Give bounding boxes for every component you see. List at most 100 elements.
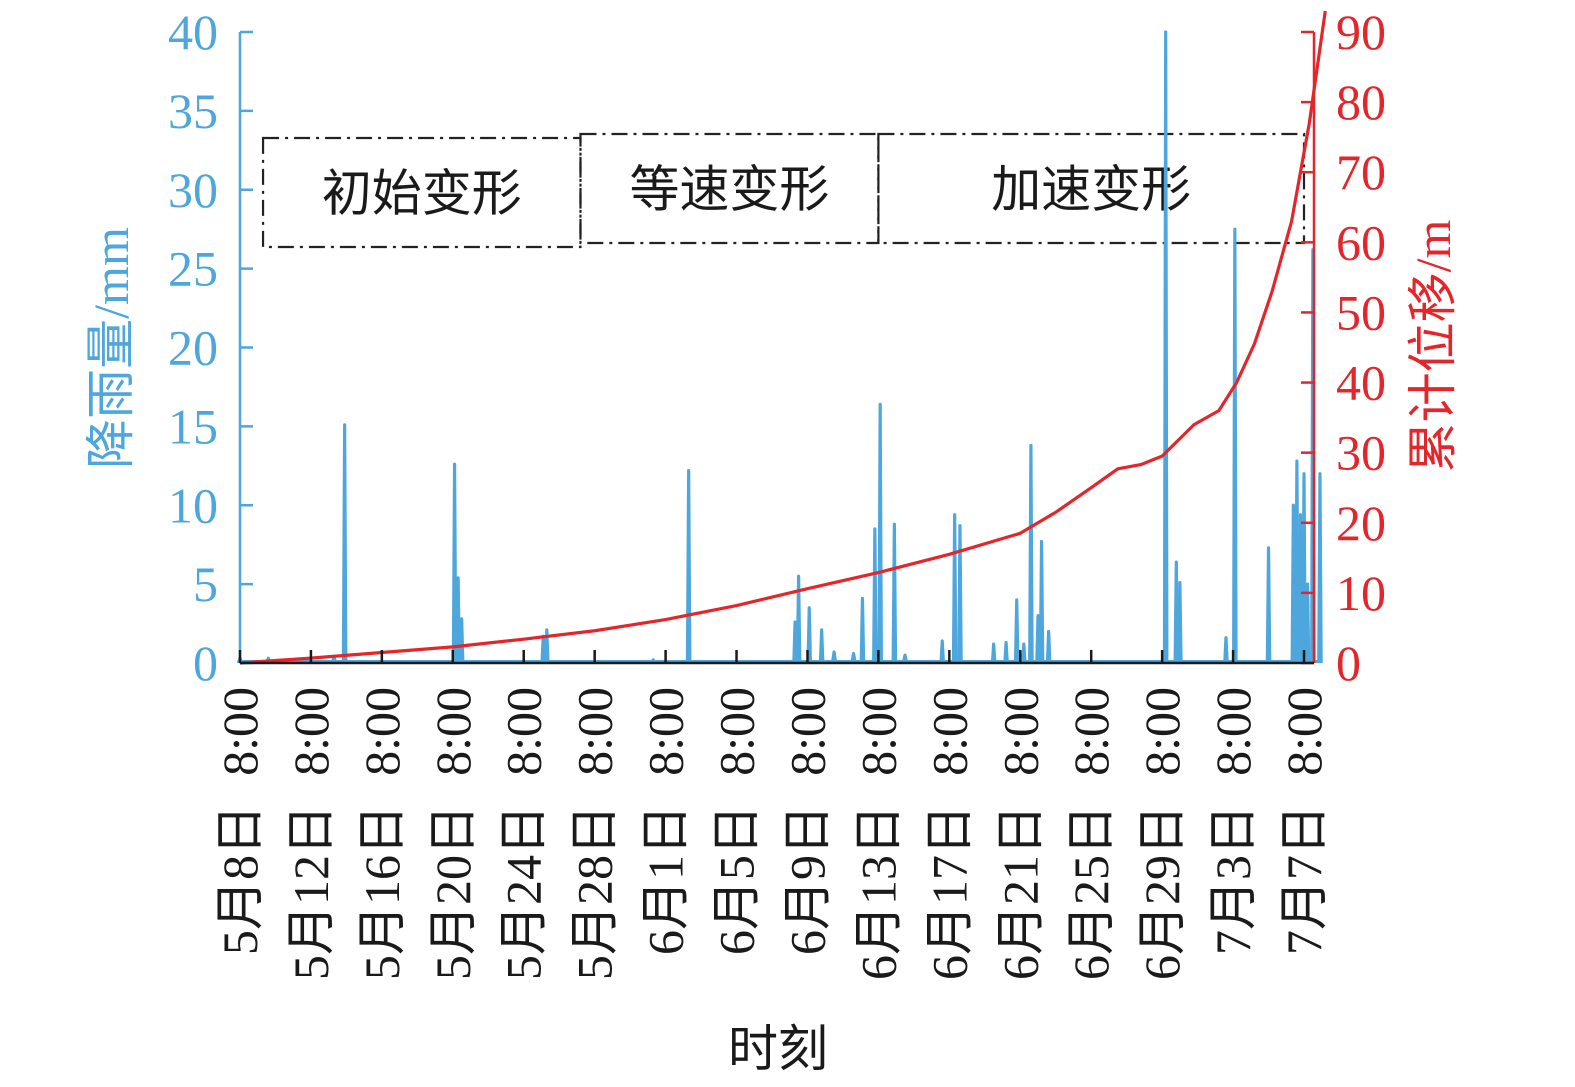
rainfall-spike <box>951 513 958 664</box>
displacement-series <box>239 10 1327 665</box>
x-tick-date: 7月7日 <box>1276 805 1332 955</box>
rainfall-spike <box>1162 30 1169 664</box>
left-tick-label: 35 <box>168 83 218 139</box>
x-tick-date: 7月3日 <box>1205 805 1261 955</box>
x-tick-date: 5月8日 <box>212 805 268 955</box>
x-tick-date: 5月16日 <box>354 805 410 980</box>
rainfall-spike <box>540 634 547 664</box>
x-tick-time: 8:00 <box>992 687 1048 776</box>
rainfall-spike <box>990 642 997 664</box>
x-tick-date: 6月17日 <box>921 805 977 980</box>
x-tick-date: 6月29日 <box>1134 805 1190 980</box>
rainfall-spike <box>1045 629 1052 664</box>
left-tick-label: 20 <box>168 320 218 376</box>
left-tick-label: 0 <box>193 635 218 691</box>
axis-titles: 时刻 降雨量/mm 累计位移/m <box>83 220 1461 1077</box>
left-tick-label: 15 <box>168 398 218 454</box>
left-tick-label: 25 <box>168 241 218 297</box>
rainfall-spike <box>1013 598 1020 664</box>
x-tick-date: 6月13日 <box>850 805 906 980</box>
rainfall-spike <box>1177 580 1183 664</box>
x-tick-time: 8:00 <box>496 687 552 776</box>
left-tick-label: 10 <box>168 477 218 533</box>
rainfall-spike <box>872 527 878 664</box>
rainfall-spike <box>455 576 461 664</box>
x-tick-date: 5月24日 <box>496 805 552 980</box>
rainfall-spike <box>1038 539 1045 664</box>
rainfall-spike <box>1003 640 1009 664</box>
rainfall-spike <box>458 617 465 664</box>
rainfall-spike <box>543 628 550 664</box>
right-tick-label: 20 <box>1336 495 1386 551</box>
rainfall-spike <box>850 651 857 664</box>
phase-boxes: 初始变形 等速变形 加速变形 <box>261 132 1306 249</box>
rainfall-spike <box>341 423 348 664</box>
right-tick-label: 30 <box>1336 425 1386 481</box>
rainfall-spike <box>1301 472 1307 664</box>
phase-label: 加速变形 <box>991 162 1191 218</box>
rainfall-spike <box>1290 503 1297 664</box>
x-tick-time: 8:00 <box>567 687 623 776</box>
displacement-line <box>239 10 1327 665</box>
rainfall-spike <box>795 574 802 664</box>
x-tick-time: 8:00 <box>1134 687 1190 776</box>
x-tick-time: 8:00 <box>709 687 765 776</box>
x-tick-time: 8:00 <box>779 687 835 776</box>
x-tick-date: 5月28日 <box>567 805 623 980</box>
x-tick-time: 8:00 <box>283 687 339 776</box>
right-tick-label: 40 <box>1336 355 1386 411</box>
rainfall-spike <box>1297 513 1304 664</box>
x-tick-date: 6月9日 <box>779 805 835 955</box>
right-tick-label: 70 <box>1336 144 1386 200</box>
right-tick-label: 80 <box>1336 74 1386 130</box>
x-tick-date: 6月5日 <box>709 805 765 955</box>
left-tick-label: 5 <box>193 556 218 612</box>
rainfall-spike <box>818 628 825 664</box>
rainfall-spike <box>1232 227 1238 664</box>
rainfall-spike <box>957 524 963 664</box>
right-tick-label: 90 <box>1336 4 1386 60</box>
rainfall-spike <box>1317 472 1323 664</box>
right-tick-label: 50 <box>1336 284 1386 340</box>
phase-box <box>877 132 1306 245</box>
right-tick-label: 10 <box>1336 565 1386 621</box>
left-tick-label: 40 <box>168 4 218 60</box>
x-tick-date: 5月12日 <box>283 805 339 980</box>
rainfall-spike <box>1021 642 1027 664</box>
left-tick-label: 30 <box>168 162 218 218</box>
x-tick-time: 8:00 <box>850 687 906 776</box>
rainfall-spike <box>1304 582 1311 664</box>
x-tick-time: 8:00 <box>1276 687 1332 776</box>
rainfall-spike <box>1028 443 1034 664</box>
x-tick-date: 6月25日 <box>1063 805 1119 980</box>
x-axis-title: 时刻 <box>728 1021 828 1077</box>
rainfall-spike <box>806 606 813 664</box>
rainfall-spike <box>1294 459 1300 664</box>
x-tick-time: 8:00 <box>425 687 481 776</box>
rainfall-spike <box>451 462 458 664</box>
x-tick-date: 5月20日 <box>425 805 481 980</box>
x-tick-time: 8:00 <box>921 687 977 776</box>
left-axis-title: 降雨量/mm <box>83 227 139 469</box>
rainfall-spike <box>685 468 692 664</box>
right-tick-label: 0 <box>1336 635 1361 691</box>
x-tick-date: 6月1日 <box>638 805 694 955</box>
rainfall-spike <box>830 650 838 664</box>
phase-box <box>261 136 582 249</box>
rainfall-spike <box>1173 560 1180 664</box>
axes: 0 5 10 15 20 25 30 35 40 0 10 20 30 40 50 60 70 80 90 8:00 5… <box>168 4 1386 980</box>
rainfall-spike <box>1265 546 1272 664</box>
rainfall-spike <box>891 522 898 664</box>
x-tick-time: 8:00 <box>638 687 694 776</box>
x-tick-time: 8:00 <box>354 687 410 776</box>
phase-label: 初始变形 <box>322 166 522 222</box>
rainfall-spike <box>939 639 946 664</box>
x-tick-time: 8:00 <box>212 687 268 776</box>
x-tick-time: 8:00 <box>1205 687 1261 776</box>
rainfall-spike <box>859 596 866 664</box>
rainfall-spike <box>792 620 798 664</box>
rainfall-spike <box>877 402 883 664</box>
rainfall-spike <box>1035 614 1041 664</box>
x-tick-time: 8:00 <box>1063 687 1119 776</box>
